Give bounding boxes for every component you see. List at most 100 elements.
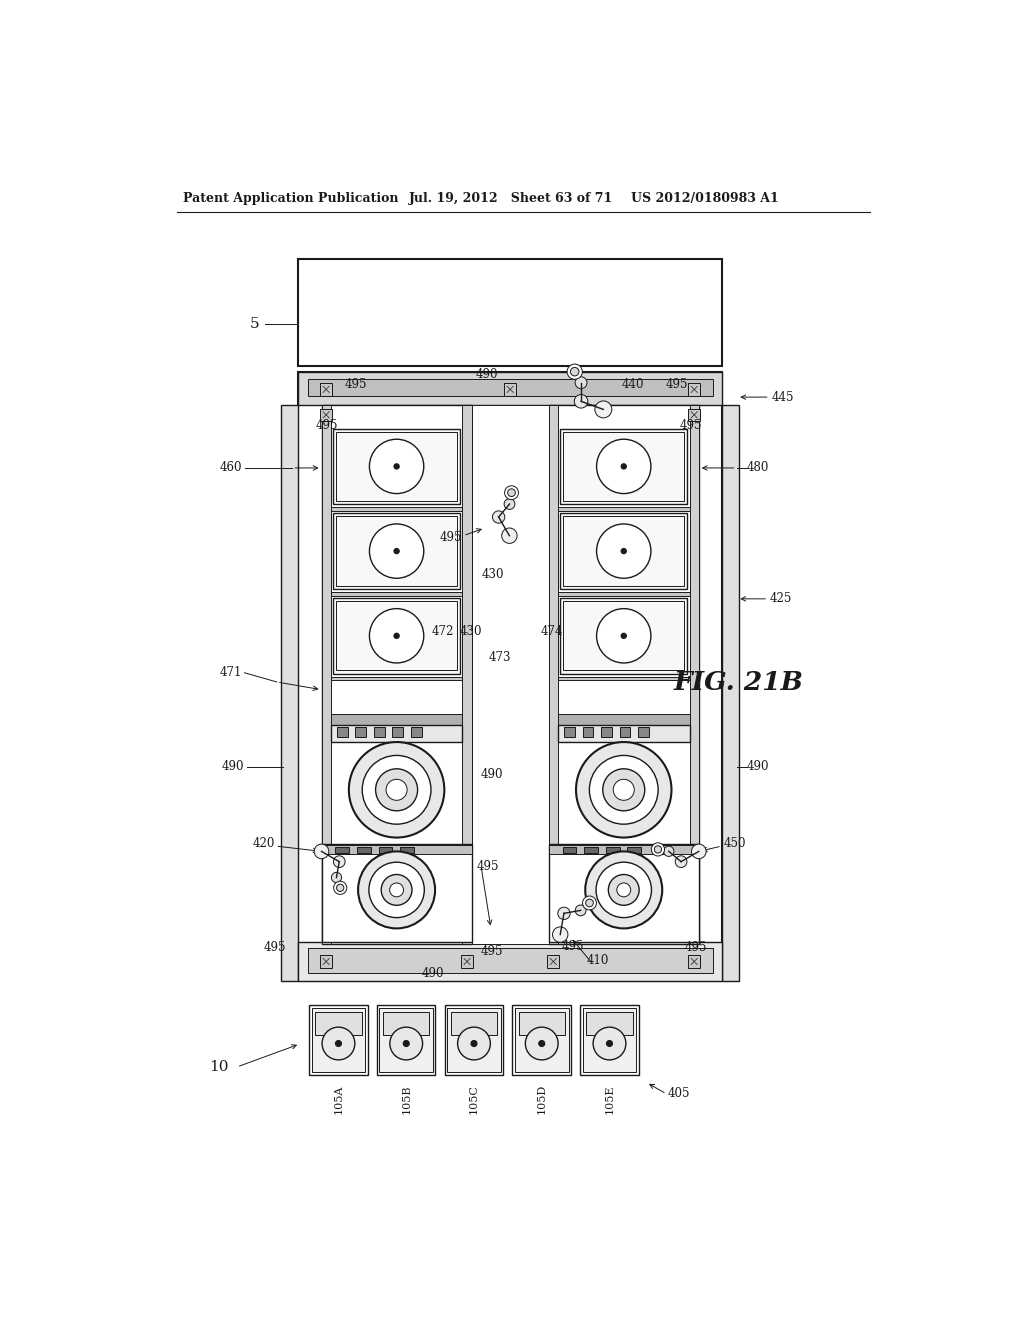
Bar — [451, 1011, 497, 1035]
Circle shape — [613, 779, 634, 800]
Text: 495: 495 — [685, 941, 708, 954]
Bar — [331, 591, 463, 595]
Bar — [311, 1007, 366, 1072]
Text: 440: 440 — [623, 378, 645, 391]
Text: 105D: 105D — [537, 1084, 547, 1114]
Text: 10: 10 — [210, 1060, 229, 1074]
Circle shape — [597, 524, 651, 578]
Circle shape — [606, 1040, 612, 1047]
Text: 460: 460 — [220, 462, 243, 474]
Bar — [549, 843, 698, 942]
Text: 490: 490 — [422, 966, 444, 979]
Bar — [563, 601, 684, 671]
Bar — [518, 1011, 565, 1035]
Bar — [336, 432, 457, 502]
Circle shape — [334, 855, 345, 867]
Bar — [581, 1006, 639, 1074]
Bar — [400, 847, 414, 853]
Text: 474: 474 — [541, 624, 563, 638]
Circle shape — [593, 1027, 626, 1060]
Circle shape — [370, 609, 424, 663]
Circle shape — [691, 843, 707, 859]
Circle shape — [595, 401, 611, 418]
Bar — [322, 843, 472, 942]
Text: 473: 473 — [488, 651, 511, 664]
Circle shape — [504, 499, 515, 510]
Bar — [307, 948, 713, 973]
Circle shape — [403, 1040, 410, 1047]
Bar — [504, 383, 516, 396]
Text: 425: 425 — [770, 593, 792, 606]
Circle shape — [586, 899, 593, 907]
Bar — [562, 847, 577, 853]
Bar — [558, 725, 689, 742]
Circle shape — [603, 768, 645, 810]
Text: 472: 472 — [431, 624, 454, 638]
Circle shape — [577, 742, 672, 838]
Bar — [549, 405, 698, 944]
Text: 495: 495 — [666, 378, 688, 391]
Circle shape — [332, 873, 342, 883]
Circle shape — [621, 463, 627, 469]
Bar — [336, 601, 457, 671]
Circle shape — [608, 874, 639, 906]
Text: 405: 405 — [668, 1088, 690, 1101]
Bar — [549, 845, 698, 854]
Bar — [307, 379, 713, 396]
Text: 105E: 105E — [604, 1085, 614, 1114]
Circle shape — [525, 1027, 558, 1060]
Text: 490: 490 — [481, 768, 504, 781]
Text: 5: 5 — [250, 317, 259, 331]
Bar — [688, 383, 700, 396]
Bar — [411, 727, 422, 737]
Bar — [379, 1007, 433, 1072]
Text: Jul. 19, 2012   Sheet 63 of 71: Jul. 19, 2012 Sheet 63 of 71 — [410, 191, 613, 205]
Bar — [688, 409, 700, 421]
Circle shape — [664, 846, 674, 857]
Bar — [337, 727, 348, 737]
Bar — [563, 516, 684, 586]
Text: US 2012/0180983 A1: US 2012/0180983 A1 — [631, 191, 779, 205]
Bar — [333, 429, 460, 504]
Circle shape — [376, 768, 418, 810]
Bar — [583, 1007, 637, 1072]
Bar — [472, 405, 549, 944]
Bar — [298, 259, 722, 366]
Circle shape — [386, 779, 408, 800]
Bar — [689, 405, 698, 944]
Text: 105A: 105A — [334, 1085, 343, 1114]
Bar — [463, 405, 472, 944]
Circle shape — [505, 486, 518, 499]
Circle shape — [370, 440, 424, 494]
Text: 105C: 105C — [469, 1085, 479, 1114]
Bar — [333, 513, 460, 589]
Bar — [298, 372, 722, 405]
Bar — [319, 383, 333, 396]
Text: 490: 490 — [476, 367, 499, 380]
Circle shape — [390, 1027, 423, 1060]
Bar — [322, 405, 331, 944]
Circle shape — [553, 927, 568, 942]
Bar — [357, 847, 371, 853]
Circle shape — [596, 862, 651, 917]
Circle shape — [334, 882, 347, 895]
Circle shape — [574, 395, 588, 408]
Bar — [601, 727, 611, 737]
Text: 495: 495 — [562, 940, 585, 953]
Circle shape — [458, 1027, 490, 1060]
Circle shape — [362, 755, 431, 824]
Circle shape — [323, 1027, 355, 1060]
Bar — [558, 591, 689, 595]
Bar — [564, 727, 574, 737]
Bar — [461, 956, 473, 968]
Bar — [512, 1006, 571, 1074]
Bar — [638, 727, 649, 737]
Bar — [383, 1011, 429, 1035]
Circle shape — [590, 755, 658, 824]
Circle shape — [575, 376, 587, 388]
Circle shape — [394, 634, 399, 639]
Circle shape — [314, 843, 329, 859]
Text: 450: 450 — [724, 837, 745, 850]
Bar — [319, 409, 333, 421]
Text: Patent Application Publication: Patent Application Publication — [183, 191, 398, 205]
